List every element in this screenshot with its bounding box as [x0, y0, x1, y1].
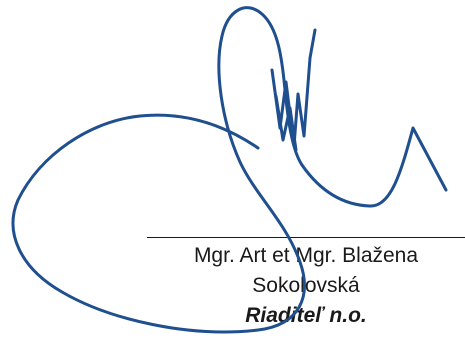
signatory-name-line-1: Mgr. Art et Mgr. Blažena — [193, 244, 419, 267]
signatory-name-line-2: Sokolovská — [252, 274, 360, 297]
signature-line — [147, 237, 465, 238]
signature-stroke-monogram-2 — [274, 94, 298, 152]
signatory-role: Riaditeľ n.o. — [245, 304, 367, 327]
signature-stroke-monogram — [270, 28, 317, 148]
signatory-block: Mgr. Art et Mgr. Blažena Sokolovská Riad… — [147, 241, 465, 331]
